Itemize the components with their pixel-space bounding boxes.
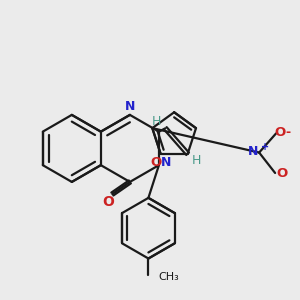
Text: +: + xyxy=(261,142,269,152)
Text: O: O xyxy=(103,195,114,209)
Text: N: N xyxy=(161,156,171,169)
Text: N: N xyxy=(125,100,136,113)
Text: -: - xyxy=(286,126,291,139)
Text: H: H xyxy=(152,115,161,128)
Text: O: O xyxy=(274,126,286,139)
Text: H: H xyxy=(192,154,201,167)
Text: O: O xyxy=(150,156,161,169)
Text: N: N xyxy=(248,146,259,158)
Text: CH₃: CH₃ xyxy=(159,272,179,282)
Text: O: O xyxy=(277,167,288,180)
